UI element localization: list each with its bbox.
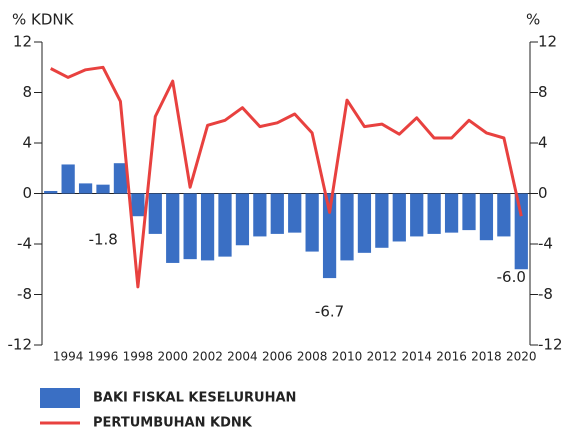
bar — [427, 193, 441, 234]
y2-tick-label: 0 — [538, 184, 548, 202]
y2-tick-label: 4 — [538, 134, 548, 152]
bar — [479, 193, 494, 241]
x-tick-label: 2000 — [157, 350, 188, 364]
bar — [113, 163, 128, 194]
x-tick-label: 2012 — [367, 350, 398, 364]
line — [50, 65, 523, 289]
y2-tick-label: -8 — [538, 285, 553, 303]
bar — [96, 184, 110, 194]
bar — [200, 193, 215, 261]
bar — [514, 193, 528, 270]
x-tick-label: 2014 — [401, 350, 432, 364]
bar — [305, 193, 319, 252]
data-label: -6.7 — [315, 303, 344, 321]
y2-tick-label: -4 — [538, 235, 553, 253]
bar — [357, 193, 372, 253]
x-tick-label: 2004 — [227, 350, 258, 364]
y-tick-label: -8 — [17, 285, 32, 303]
y-tick-label: 0 — [22, 184, 32, 202]
bar — [444, 193, 459, 233]
data-label: -6.0 — [497, 268, 526, 286]
y-tick-label: 12 — [13, 33, 32, 51]
x-tick-label: 2016 — [436, 350, 467, 364]
legend-swatch — [40, 388, 80, 408]
bar — [375, 193, 389, 248]
legend-label: PERTUMBUHAN KDNK — [93, 416, 253, 431]
y-tick-label: 8 — [22, 83, 32, 101]
x-tick-label: 2020 — [506, 350, 537, 364]
bar — [340, 193, 354, 261]
bar — [497, 193, 511, 237]
bar — [183, 193, 197, 260]
x-tick-label: 2002 — [192, 350, 223, 364]
x-tick-label: 2010 — [332, 350, 363, 364]
bar — [322, 193, 337, 279]
legend-label: BAKI FISKAL KESELURUHAN — [93, 391, 296, 406]
bar — [78, 183, 93, 194]
bar — [462, 193, 476, 231]
y-axis-label: % KDNK — [12, 11, 75, 29]
y-tick-label: 4 — [22, 134, 32, 152]
bar — [218, 193, 232, 257]
x-tick-label: 2008 — [297, 350, 328, 364]
y2-tick-label: 8 — [538, 83, 548, 101]
x-tick-label: 1996 — [88, 350, 119, 364]
bar — [44, 190, 58, 194]
x-tick-label: 1998 — [123, 350, 154, 364]
bar — [61, 164, 75, 194]
y2-tick-label: 12 — [538, 33, 557, 51]
bar — [392, 193, 406, 242]
x-tick-label: 1994 — [53, 350, 84, 364]
y2-axis-label: % — [526, 11, 540, 29]
bar — [410, 193, 424, 237]
data-label: -1.8 — [89, 231, 118, 249]
y2-tick-label: -12 — [538, 336, 563, 354]
bar — [148, 193, 162, 234]
y-tick-label: -12 — [8, 336, 33, 354]
bar — [235, 193, 250, 246]
x-tick-label: 2018 — [471, 350, 502, 364]
bar — [253, 193, 267, 237]
y-tick-label: -4 — [17, 235, 32, 253]
bar — [270, 193, 284, 234]
bar — [131, 193, 145, 217]
bar — [166, 193, 180, 263]
bar — [288, 193, 302, 233]
x-tick-label: 2006 — [262, 350, 293, 364]
